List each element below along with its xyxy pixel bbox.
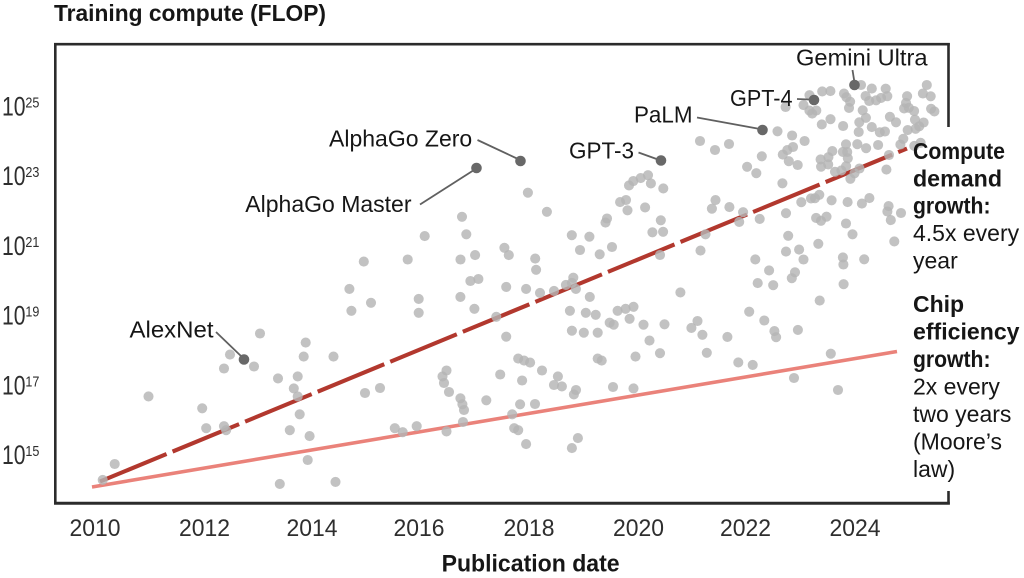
svg-text:10: 10 bbox=[2, 301, 26, 331]
svg-text:(Moore’s: (Moore’s bbox=[913, 429, 1002, 455]
svg-text:2x every: 2x every bbox=[913, 374, 1000, 400]
svg-text:GPT-3: GPT-3 bbox=[569, 137, 634, 163]
svg-text:PaLM: PaLM bbox=[634, 102, 693, 128]
svg-text:2018: 2018 bbox=[504, 515, 555, 542]
svg-text:Chip: Chip bbox=[913, 291, 964, 317]
svg-text:2010: 2010 bbox=[70, 515, 121, 542]
svg-text:2012: 2012 bbox=[179, 515, 230, 542]
svg-text:2020: 2020 bbox=[613, 515, 664, 542]
svg-text:2014: 2014 bbox=[287, 515, 338, 542]
svg-text:15: 15 bbox=[25, 444, 39, 460]
svg-text:law): law) bbox=[913, 456, 955, 482]
svg-text:2022: 2022 bbox=[720, 515, 771, 542]
svg-text:21: 21 bbox=[25, 235, 39, 251]
svg-text:10: 10 bbox=[2, 231, 26, 261]
svg-text:4.5x every: 4.5x every bbox=[913, 220, 1020, 246]
svg-text:2016: 2016 bbox=[394, 515, 445, 542]
svg-text:AlexNet: AlexNet bbox=[130, 317, 215, 343]
svg-text:growth:: growth: bbox=[913, 346, 991, 372]
svg-text:19: 19 bbox=[25, 305, 39, 321]
svg-text:AlphaGo Master: AlphaGo Master bbox=[245, 191, 412, 217]
svg-text:Training compute (FLOP): Training compute (FLOP) bbox=[54, 0, 326, 26]
svg-text:growth:: growth: bbox=[913, 193, 991, 219]
svg-text:demand: demand bbox=[913, 165, 1002, 191]
svg-text:25: 25 bbox=[25, 95, 39, 111]
svg-text:two years: two years bbox=[913, 401, 1011, 427]
svg-text:Compute: Compute bbox=[913, 138, 1005, 164]
svg-text:23: 23 bbox=[25, 165, 39, 181]
svg-text:GPT-4: GPT-4 bbox=[730, 85, 793, 111]
svg-text:17: 17 bbox=[25, 374, 39, 390]
svg-text:AlphaGo Zero: AlphaGo Zero bbox=[329, 126, 472, 152]
svg-text:Gemini Ultra: Gemini Ultra bbox=[796, 45, 928, 71]
svg-text:10: 10 bbox=[2, 440, 26, 470]
svg-text:2024: 2024 bbox=[830, 515, 881, 542]
svg-text:10: 10 bbox=[2, 370, 26, 400]
svg-text:10: 10 bbox=[2, 91, 26, 121]
svg-text:Publication date: Publication date bbox=[442, 550, 620, 577]
svg-text:year: year bbox=[913, 247, 958, 273]
svg-text:10: 10 bbox=[2, 161, 26, 191]
svg-text:efficiency: efficiency bbox=[913, 319, 1020, 345]
